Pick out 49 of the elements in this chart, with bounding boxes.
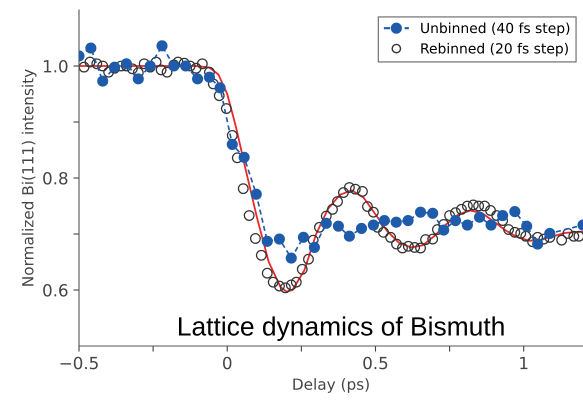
point	[238, 152, 250, 163]
point	[120, 58, 132, 70]
point	[97, 76, 108, 87]
point	[286, 252, 297, 264]
point	[390, 216, 402, 228]
point	[156, 40, 168, 52]
point	[368, 219, 379, 231]
annotation: Lattice dynamics of Bismuth	[178, 316, 504, 341]
x-tick-label: 0	[223, 356, 232, 370]
point	[308, 242, 320, 253]
point	[427, 208, 438, 219]
y-tick-label: 0.6	[43, 284, 68, 297]
point	[497, 210, 508, 222]
point	[532, 238, 544, 250]
point	[180, 60, 192, 72]
point	[402, 215, 414, 226]
point	[414, 206, 426, 218]
point	[132, 73, 144, 84]
y-axis-title: Normalized Bi(111) intensity	[22, 69, 37, 286]
point	[250, 188, 262, 200]
point	[356, 222, 368, 234]
point	[226, 138, 238, 150]
legend-label: Rebinned (20 fs step)	[421, 42, 568, 56]
point	[214, 82, 226, 94]
point	[332, 220, 344, 232]
x-axis-title: Delay (ps)	[293, 378, 369, 393]
y-tick-label: 0.8	[43, 172, 68, 185]
point	[509, 206, 520, 218]
point	[192, 73, 204, 84]
point	[85, 42, 96, 54]
x-tick-label: −0.5	[60, 356, 98, 370]
point	[544, 228, 556, 239]
point	[474, 212, 486, 223]
point	[262, 236, 273, 247]
point	[378, 215, 390, 226]
point	[298, 232, 309, 243]
point	[274, 233, 285, 245]
point	[462, 219, 473, 231]
point	[450, 215, 462, 226]
y-tick-label: 1.0	[44, 60, 68, 73]
point	[344, 230, 355, 242]
point	[204, 72, 216, 83]
point	[438, 224, 450, 236]
point	[320, 218, 332, 229]
x-tick-label: 0.5	[363, 356, 388, 370]
legend-label: Unbinned (40 fs step)	[421, 22, 570, 36]
point	[486, 219, 497, 231]
point	[521, 220, 532, 232]
x-tick-label: 1	[520, 356, 528, 370]
